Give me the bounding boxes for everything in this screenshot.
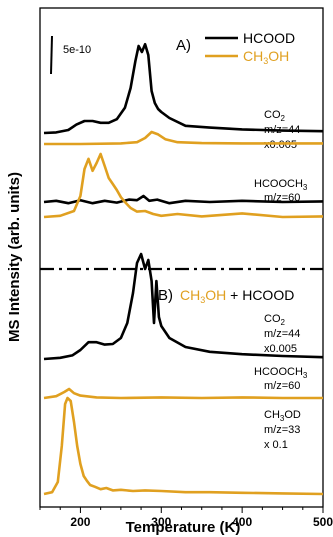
panel-b-hcooch3-label: HCOOCH3	[254, 366, 308, 380]
x-tick-label: 400	[232, 515, 252, 529]
panel-b-co2-mz: m/z=44	[264, 328, 300, 340]
panel-b-series-0	[43, 252, 324, 361]
panel-b-co2-scale: x0.005	[264, 343, 297, 355]
x-tick-label: 500	[313, 515, 333, 529]
panel-a-co2-label: CO2	[264, 109, 286, 123]
panel-b-co2-label: CO2	[264, 313, 286, 327]
scale-bar-label: 5e-10	[63, 44, 91, 56]
panel-b-series-2	[43, 396, 324, 496]
panel-a-hcooch3-label: HCOOCH3	[254, 178, 308, 192]
panel-b-label: B)	[158, 287, 173, 304]
x-tick-label: 200	[70, 515, 90, 529]
panel-b-ch3od-mz: m/z=33	[264, 424, 300, 436]
panel-b-ch3od-label: CH3OD	[264, 409, 301, 423]
panel-a-series-1	[44, 130, 323, 146]
x-tick-label: 300	[151, 515, 171, 529]
panel-a-co2-scale: x0.005	[264, 139, 297, 151]
legend-ch3oh-label: CH3OH	[243, 48, 289, 66]
panel-b-series-1	[43, 387, 323, 400]
panel-a-series-0	[43, 42, 324, 135]
panel-a-label: A)	[176, 37, 191, 54]
series-layer	[43, 42, 324, 496]
y-axis-label: MS Intensity (arb. units)	[6, 172, 23, 342]
panel-b-ch3od-scale: x 0.1	[264, 439, 288, 451]
scale-bar	[50, 35, 53, 75]
x-axis-ticks: 200 300 400 500	[39, 507, 333, 529]
x-axis-label: Temperature (K)	[126, 519, 241, 536]
panel-b-hcooch3-mz: m/z=60	[264, 380, 300, 392]
panel-a-series-3	[43, 152, 324, 219]
legend-hcood-label: HCOOD	[243, 30, 295, 46]
panel-b-title: CH3OH + HCOOD	[180, 287, 294, 305]
